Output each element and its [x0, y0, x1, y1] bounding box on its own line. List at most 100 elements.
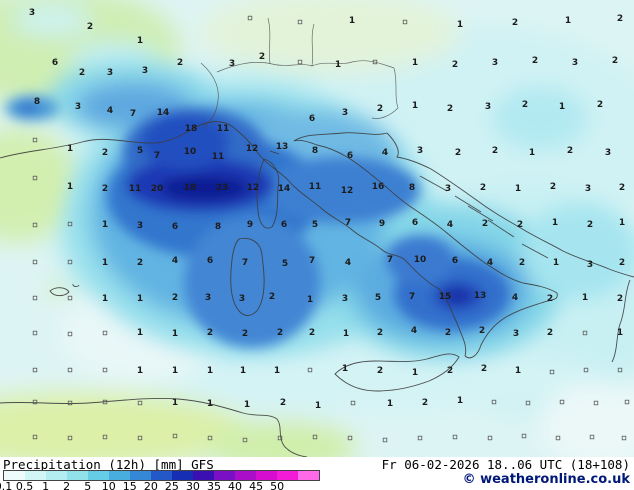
gridpoint-value: 3 [485, 102, 491, 112]
gridpoint-zero-marker [32, 175, 38, 181]
gridpoint-zero-marker [32, 330, 38, 336]
gridpoint-value: 11 [212, 152, 225, 162]
gridpoint-value: 1 [172, 398, 178, 408]
gridpoint-value: 2 [522, 100, 528, 110]
gridpoint-value: 2 [619, 258, 625, 268]
gridpoint-value: 4 [411, 326, 417, 336]
gridpoint-value: 1 [552, 218, 558, 228]
colorbar-segment [25, 471, 46, 480]
gridpoint-value: 11 [129, 184, 142, 194]
gridpoint-zero-marker [307, 367, 313, 373]
gridpoint-value: 1 [240, 366, 246, 376]
gridpoint-zero-marker [417, 435, 423, 441]
gridpoint-value: 10 [184, 147, 197, 157]
gridpoint-value: 3 [75, 102, 81, 112]
gridpoint-value: 2 [447, 104, 453, 114]
gridpoint-value: 2 [455, 148, 461, 158]
colorbar-segment [109, 471, 130, 480]
gridpoint-value: 23 [216, 183, 229, 193]
gridpoint-value: 2 [377, 328, 383, 338]
gridpoint-value: 2 [550, 182, 556, 192]
colorbar-segment [130, 471, 151, 480]
gridpoint-value: 1 [244, 400, 250, 410]
gridpoint-value: 2 [619, 183, 625, 193]
gridpoint-value: 2 [547, 328, 553, 338]
gridpoint-value: 1 [412, 58, 418, 68]
gridpoint-value: 1 [343, 329, 349, 339]
gridpoint-value: 1 [67, 182, 73, 192]
gridpoint-value: 5 [137, 146, 143, 156]
gridpoint-value: 3 [572, 58, 578, 68]
gridpoint-value: 2 [519, 258, 525, 268]
gridpoint-value: 2 [177, 58, 183, 68]
gridpoint-value: 20 [151, 184, 164, 194]
gridpoint-zero-marker [621, 435, 627, 441]
gridpoint-zero-marker [347, 435, 353, 441]
colorbar-segment [151, 471, 172, 480]
gridpoint-zero-marker [102, 330, 108, 336]
gridpoint-value: 2 [207, 328, 213, 338]
gridpoint-value: 3 [137, 221, 143, 231]
map-title: Precipitation (12h) [mm] GFS [3, 457, 214, 472]
gridpoint-zero-marker [32, 367, 38, 373]
gridpoint-value: 2 [587, 220, 593, 230]
gridpoint-value: 3 [605, 148, 611, 158]
gridpoint-value: 1 [617, 328, 623, 338]
scale-label: 50 [270, 480, 285, 490]
forecast-datetime: Fr 06-02-2026 18..06 UTC (18+108) [381, 457, 630, 472]
gridpoint-value: 1 [67, 144, 73, 154]
gridpoint-value: 4 [172, 256, 178, 266]
gridpoint-zero-marker [521, 433, 527, 439]
gridpoint-value: 7 [130, 109, 136, 119]
gridpoint-value: 6 [309, 114, 315, 124]
gridpoint-zero-marker [350, 400, 356, 406]
gridpoint-value: 1 [619, 218, 625, 228]
gridpoint-value: 1 [207, 399, 213, 409]
colorbar-segment [46, 471, 67, 480]
gridpoint-zero-marker [32, 434, 38, 440]
gridpoint-value: 1 [457, 20, 463, 30]
gridpoint-value: 1 [387, 399, 393, 409]
colorbar-segment [256, 471, 277, 480]
gridpoint-value: 12 [341, 186, 354, 196]
gridpoint-value: 14 [278, 184, 291, 194]
gridpoint-value: 2 [277, 328, 283, 338]
gridpoint-value: 2 [617, 14, 623, 24]
gridpoint-value: 14 [157, 108, 170, 118]
gridpoint-value: 18 [185, 124, 198, 134]
gridpoint-value: 8 [215, 222, 221, 232]
gridpoint-value: 1 [315, 401, 321, 411]
gridpoint-value: 7 [409, 292, 415, 302]
gridpoint-value: 2 [480, 183, 486, 193]
gridpoint-value: 1 [457, 396, 463, 406]
gridpoint-value: 2 [447, 366, 453, 376]
scale-label: 25 [164, 480, 179, 490]
gridpoint-zero-marker [583, 367, 589, 373]
gridpoint-value: 4 [512, 293, 518, 303]
gridpoint-zero-marker [582, 330, 588, 336]
gridpoint-value: 1 [349, 16, 355, 26]
gridpoint-value: 2 [102, 148, 108, 158]
gridpoint-value: 2 [445, 328, 451, 338]
gridpoint-value: 2 [137, 258, 143, 268]
colorbar [3, 470, 320, 481]
gridpoint-value: 3 [342, 108, 348, 118]
gridpoint-value: 10 [414, 255, 427, 265]
gridpoint-zero-marker [102, 399, 108, 405]
copyright-link[interactable]: © weatheronline.co.uk [462, 472, 630, 487]
gridpoint-value: 6 [52, 58, 58, 68]
gridpoint-value: 6 [281, 220, 287, 230]
gridpoint-zero-marker [491, 399, 497, 405]
gridpoint-value: 3 [239, 294, 245, 304]
gridpoint-zero-marker [624, 399, 630, 405]
gridpoint-value: 1 [137, 366, 143, 376]
gridpoint-value: 2 [532, 56, 538, 66]
gridpoint-zero-marker [297, 19, 303, 25]
gridpoint-value: 6 [452, 256, 458, 266]
gridpoint-value: 3 [492, 58, 498, 68]
colorbar-segment [172, 471, 193, 480]
colorbar-segment [4, 471, 25, 480]
gridpoint-zero-marker [67, 367, 73, 373]
gridpoint-value: 2 [377, 366, 383, 376]
